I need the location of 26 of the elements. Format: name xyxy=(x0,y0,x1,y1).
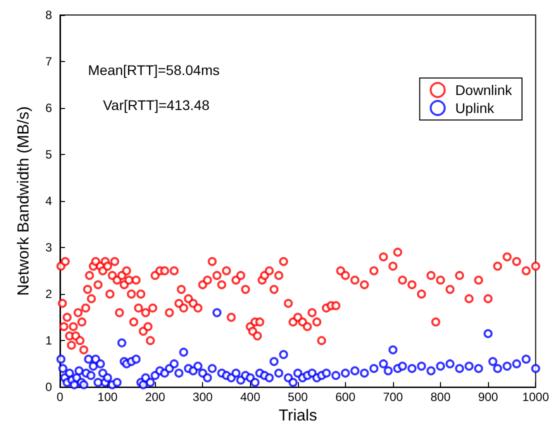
y-tick-label: 2 xyxy=(45,287,52,302)
y-tick-label: 7 xyxy=(45,54,52,69)
x-tick-label: 500 xyxy=(288,390,308,404)
x-tick-label: 400 xyxy=(240,390,261,404)
x-tick-label: 900 xyxy=(478,390,498,404)
y-axis-title: Network Bandwidth (MB/s) xyxy=(16,106,32,296)
x-tick-label: 0 xyxy=(56,390,64,404)
x-tick-label: 1000 xyxy=(522,390,550,404)
annotation: Mean[RTT]=58.04ms xyxy=(88,62,220,78)
y-tick-label: 0 xyxy=(45,380,52,394)
y-tick-label: 5 xyxy=(45,148,52,162)
y-tick-label: 8 xyxy=(45,8,52,22)
x-tick-label: 600 xyxy=(335,390,356,404)
y-tick-label: 3 xyxy=(45,240,52,255)
x-tick-label: 200 xyxy=(145,390,166,404)
y-tick-label: 1 xyxy=(45,334,52,348)
x-tick-label: 700 xyxy=(382,390,404,404)
y-tick-label: 4 xyxy=(45,194,52,208)
x-axis-title: Trials xyxy=(278,408,318,424)
annotation: Var[RTT]=413.48 xyxy=(103,97,210,113)
x-tick-label: 100 xyxy=(98,390,118,404)
y-tick-label: 6 xyxy=(45,101,52,116)
x-tick-label: 300 xyxy=(192,390,214,404)
legend-label: Uplink xyxy=(455,100,496,116)
x-tick-label: 800 xyxy=(430,390,451,404)
legend-label: Downlink xyxy=(455,82,513,98)
